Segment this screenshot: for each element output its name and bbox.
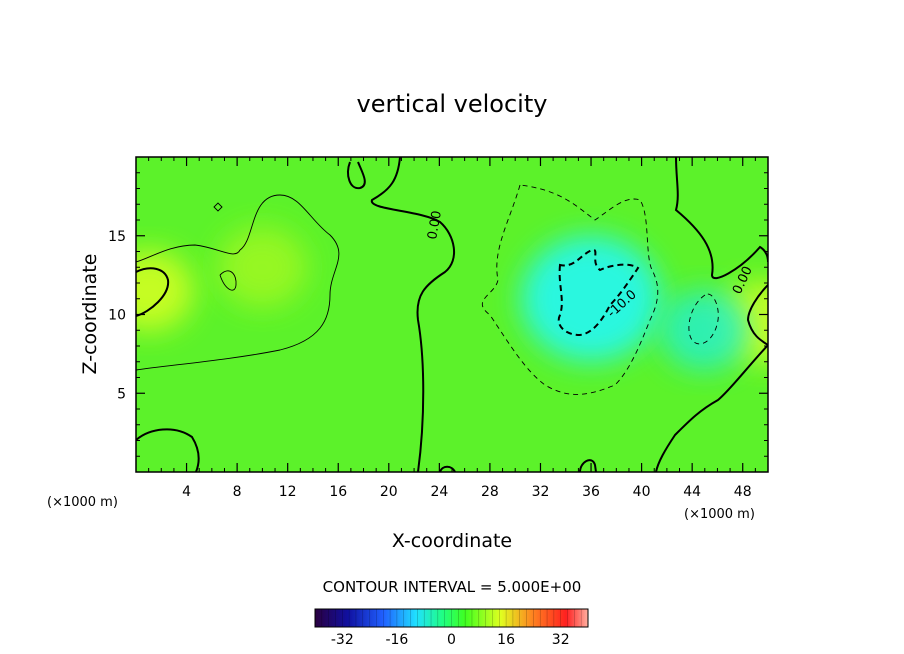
field-feature-0 <box>521 235 662 362</box>
x-tick-label: 4 <box>182 484 191 500</box>
x-tick-label: 12 <box>279 484 297 500</box>
field-feature-4 <box>659 289 750 371</box>
contour-zero-right <box>674 157 768 280</box>
x-tick-label: 40 <box>633 484 651 500</box>
x-tick-label: 44 <box>683 484 701 500</box>
x-tick-label: 20 <box>380 484 398 500</box>
y-tick-label: 10 <box>108 308 126 324</box>
colorbar-ticks: -32 -16 0 16 32 <box>314 609 589 648</box>
y-axis-ticks: 5 10 15 <box>108 172 768 457</box>
contour-interval-text: CONTOUR INTERVAL = 5.000E+00 <box>323 578 582 596</box>
contour-small-bottom-center <box>439 465 456 472</box>
y-axis-label: Z-coordinate <box>79 254 101 375</box>
x-unit-note: (×1000 m) <box>684 507 755 522</box>
x-tick-label: 8 <box>233 484 242 500</box>
chart-title: vertical velocity <box>357 90 548 118</box>
field-feature-1 <box>136 250 194 332</box>
x-tick-label: 28 <box>481 484 499 500</box>
colorbar-tick-label: -32 <box>331 632 354 648</box>
contour-zero-central <box>370 157 456 472</box>
x-tick-label: 24 <box>430 484 448 500</box>
x-tick-label: 48 <box>734 484 752 500</box>
contour-zero-left-lower <box>136 428 200 472</box>
contour-label-zero-central: 0.00 <box>425 210 445 241</box>
contour-zero-top-small <box>347 161 366 190</box>
contour-lines <box>136 157 768 472</box>
field-feature-3 <box>217 226 308 308</box>
field-background <box>136 157 768 472</box>
x-tick-label: 32 <box>532 484 550 500</box>
contour-zero-left-upper <box>136 267 170 317</box>
contour-zero-right-lower <box>655 344 768 472</box>
contour-negative-five <box>482 184 659 395</box>
colorbar-tick-label: 32 <box>552 632 570 648</box>
contour-positive-left <box>136 194 340 371</box>
contour-small-bottom <box>579 459 597 472</box>
contour-negative-ten <box>557 248 640 337</box>
x-tick-label: 16 <box>329 484 347 500</box>
colorbar-tick-label: 16 <box>497 632 515 648</box>
x-tick-label: 36 <box>582 484 600 500</box>
colorbar <box>314 608 589 628</box>
y-unit-note: (×1000 m) <box>47 495 118 510</box>
y-tick-label: 5 <box>117 386 126 402</box>
y-tick-label: 15 <box>108 229 126 245</box>
contour-positive-tiny <box>213 202 223 212</box>
x-axis-ticks: 4 8 12 16 20 24 28 32 36 40 44 48 <box>148 157 756 500</box>
contour-right-edge <box>746 284 768 346</box>
contour-positive-small <box>219 270 237 291</box>
field-shading <box>136 226 768 371</box>
colorbar-tick-label: 0 <box>447 632 456 648</box>
contour-negative-five-right <box>688 293 719 345</box>
colorbar-tick-label: -16 <box>385 632 408 648</box>
x-axis-label: X-coordinate <box>392 530 512 552</box>
